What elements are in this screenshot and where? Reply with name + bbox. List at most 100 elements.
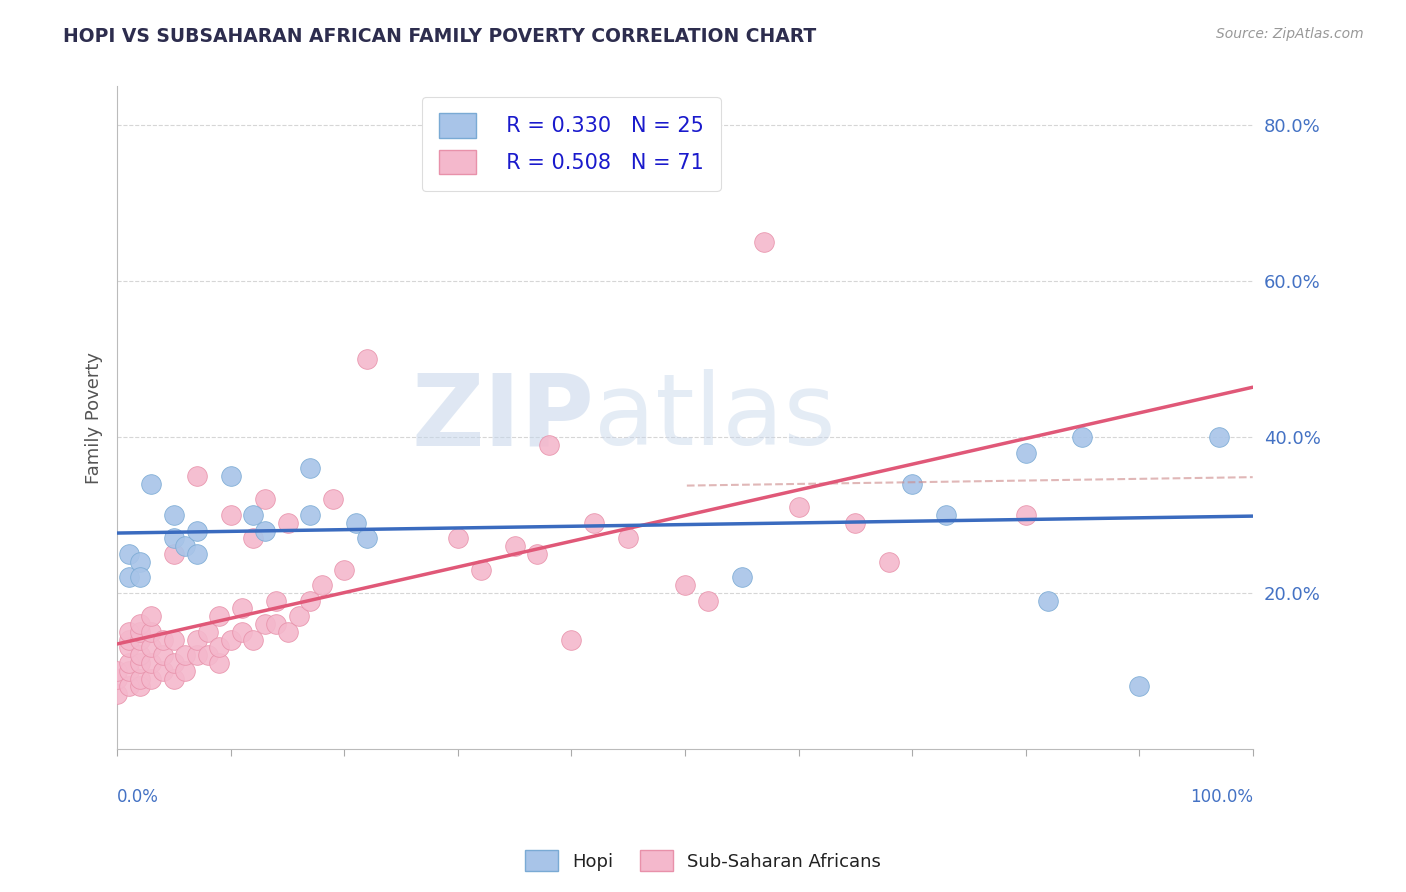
Point: [163, 508, 186, 522]
Point: [787, 500, 810, 515]
Point: [186, 547, 208, 561]
Point: [356, 532, 378, 546]
Point: [117, 632, 139, 647]
Point: [129, 555, 152, 569]
Point: [129, 624, 152, 639]
Point: [879, 555, 901, 569]
Text: HOPI VS SUBSAHARAN AFRICAN FAMILY POVERTY CORRELATION CHART: HOPI VS SUBSAHARAN AFRICAN FAMILY POVERT…: [63, 27, 817, 45]
Point: [152, 632, 174, 647]
Point: [526, 547, 548, 561]
Point: [1128, 680, 1150, 694]
Point: [231, 624, 253, 639]
Point: [105, 687, 128, 701]
Point: [163, 632, 186, 647]
Point: [276, 516, 298, 530]
Point: [311, 578, 333, 592]
Point: [264, 593, 287, 607]
Point: [560, 632, 582, 647]
Point: [208, 656, 231, 670]
Point: [288, 609, 311, 624]
Point: [141, 640, 163, 655]
Text: Source: ZipAtlas.com: Source: ZipAtlas.com: [1216, 27, 1364, 41]
Point: [117, 624, 139, 639]
Point: [344, 516, 367, 530]
Legend:   R = 0.330   N = 25,   R = 0.508   N = 71: R = 0.330 N = 25, R = 0.508 N = 71: [422, 96, 721, 191]
Point: [186, 469, 208, 483]
Point: [208, 609, 231, 624]
Point: [1014, 508, 1036, 522]
Point: [219, 469, 242, 483]
Point: [197, 624, 219, 639]
Point: [129, 680, 152, 694]
Point: [1208, 430, 1230, 444]
Text: ZIP: ZIP: [411, 369, 595, 466]
Point: [253, 524, 276, 538]
Point: [617, 532, 640, 546]
Point: [844, 516, 866, 530]
Point: [117, 640, 139, 655]
Point: [129, 617, 152, 632]
Point: [129, 632, 152, 647]
Point: [174, 664, 197, 678]
Point: [322, 492, 344, 507]
Point: [333, 562, 356, 576]
Point: [141, 609, 163, 624]
Point: [174, 648, 197, 663]
Point: [253, 617, 276, 632]
Y-axis label: Family Poverty: Family Poverty: [86, 351, 103, 483]
Text: 100.0%: 100.0%: [1189, 788, 1253, 805]
Point: [219, 508, 242, 522]
Point: [503, 539, 526, 553]
Point: [242, 632, 264, 647]
Point: [1071, 430, 1094, 444]
Point: [299, 508, 322, 522]
Point: [141, 656, 163, 670]
Point: [186, 632, 208, 647]
Point: [117, 680, 139, 694]
Point: [129, 672, 152, 686]
Point: [186, 524, 208, 538]
Point: [197, 648, 219, 663]
Point: [174, 539, 197, 553]
Point: [242, 532, 264, 546]
Point: [163, 532, 186, 546]
Point: [163, 656, 186, 670]
Point: [141, 672, 163, 686]
Point: [299, 593, 322, 607]
Point: [264, 617, 287, 632]
Point: [901, 476, 924, 491]
Point: [356, 352, 378, 367]
Point: [163, 672, 186, 686]
Point: [537, 438, 560, 452]
Point: [129, 570, 152, 584]
Point: [231, 601, 253, 615]
Point: [163, 547, 186, 561]
Point: [141, 476, 163, 491]
Point: [253, 492, 276, 507]
Point: [129, 656, 152, 670]
Point: [105, 672, 128, 686]
Text: atlas: atlas: [595, 369, 835, 466]
Point: [754, 235, 776, 250]
Point: [276, 624, 298, 639]
Point: [219, 632, 242, 647]
Point: [152, 648, 174, 663]
Point: [186, 648, 208, 663]
Point: [152, 664, 174, 678]
Point: [117, 570, 139, 584]
Point: [935, 508, 957, 522]
Point: [129, 648, 152, 663]
Point: [447, 532, 470, 546]
Point: [1038, 593, 1060, 607]
Point: [117, 664, 139, 678]
Point: [117, 547, 139, 561]
Point: [731, 570, 754, 584]
Point: [696, 593, 718, 607]
Point: [117, 656, 139, 670]
Point: [299, 461, 322, 475]
Point: [583, 516, 606, 530]
Legend: Hopi, Sub-Saharan Africans: Hopi, Sub-Saharan Africans: [517, 843, 889, 879]
Text: 0.0%: 0.0%: [117, 788, 159, 805]
Point: [1014, 445, 1036, 459]
Point: [208, 640, 231, 655]
